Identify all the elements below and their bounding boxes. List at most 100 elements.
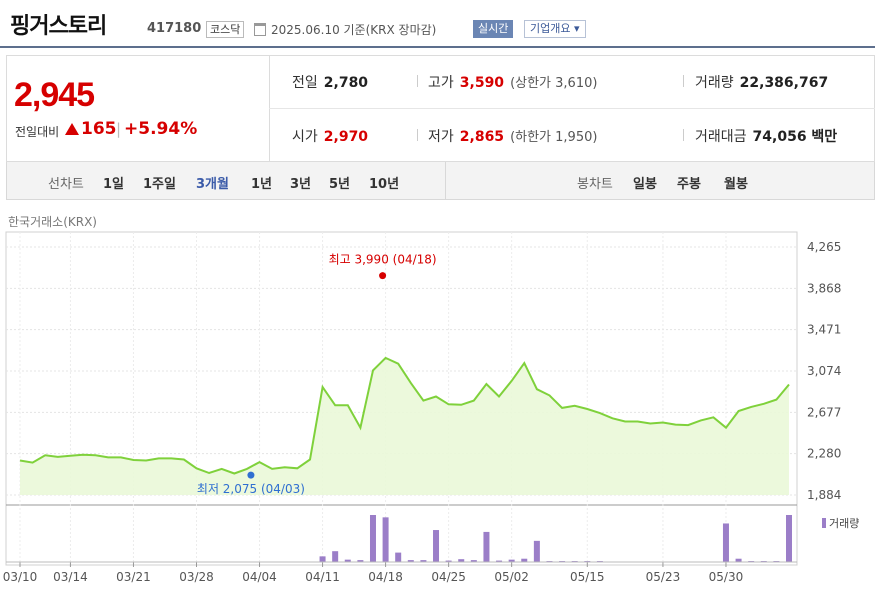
x-tick-label: 05/23 [646, 570, 681, 584]
high-value: 3,590 [459, 75, 505, 91]
volume-bar [722, 523, 729, 562]
period-tab-bar: 선차트 1일 1주일 3개월 1년 3년 5년 10년 봉차트 일봉 주봉 월봉 [6, 162, 875, 200]
volume-legend-label: 거래량 [829, 517, 859, 530]
current-price: 2,945 [14, 76, 95, 114]
volume-bar [382, 517, 389, 562]
volume-bar [735, 558, 742, 562]
volume-bar [433, 530, 440, 562]
divider [683, 129, 684, 141]
volume-bar [508, 559, 515, 562]
stock-code: 417180 [147, 21, 202, 36]
line-chart-label: 선차트 [48, 177, 84, 192]
open-price: 시가 2,970 [292, 126, 368, 146]
volume-bar [407, 560, 414, 562]
low-annotation: 최저 2,075 (04/03) [197, 482, 305, 496]
high-label: 고가 [428, 75, 454, 91]
volume-bar [369, 515, 376, 562]
divider [445, 162, 446, 199]
volume-bar [786, 515, 792, 562]
day-low: 저가 2,865 (하한가 1,950) [428, 126, 597, 146]
x-tick-label: 04/18 [368, 570, 403, 584]
high-marker [379, 272, 387, 280]
volume-bar [357, 560, 364, 562]
x-tick-label: 05/15 [570, 570, 605, 584]
volume-bar [420, 560, 427, 562]
low-value: 2,865 [459, 129, 505, 145]
open-value: 2,970 [323, 129, 369, 145]
x-tick-label: 05/30 [709, 570, 744, 584]
x-tick-label: 04/11 [305, 570, 340, 584]
divider [417, 75, 418, 87]
volume-bar [458, 559, 465, 562]
volume-stat: 거래량 22,386,767 [695, 72, 828, 92]
amount-label: 거래대금 [695, 129, 747, 145]
x-tick-label: 03/10 [3, 570, 38, 584]
y-tick-label: 3,868 [807, 281, 841, 295]
volume-bar [395, 552, 402, 562]
y-tick-label: 2,677 [807, 405, 841, 419]
price-area [20, 357, 789, 495]
amount-value: 74,056 백만 [752, 129, 838, 145]
tab-1week[interactable]: 1주일 [143, 177, 176, 192]
volume-legend-swatch [822, 518, 826, 528]
y-tick-label: 2,280 [807, 447, 841, 461]
realtime-button[interactable]: 실시간 [473, 20, 514, 38]
volume-bar [483, 531, 490, 562]
calendar-icon [254, 23, 266, 36]
volume-label: 거래량 [695, 75, 734, 91]
volume-bar [533, 540, 540, 562]
x-tick-label: 04/25 [431, 570, 466, 584]
change-label: 전일대비 [15, 125, 60, 139]
tab-3year[interactable]: 3년 [290, 177, 312, 192]
prev-close: 전일 2,780 [292, 72, 368, 92]
volume-bar [470, 560, 477, 562]
tab-monthly-candle[interactable]: 월봉 [724, 177, 748, 192]
tab-10year[interactable]: 10년 [369, 177, 400, 192]
tab-3month[interactable]: 3개월 [196, 177, 229, 192]
divider [683, 75, 684, 87]
upper-limit: (상한가 3,610) [510, 76, 598, 91]
volume-bar [319, 556, 326, 562]
tab-5year[interactable]: 5년 [329, 177, 351, 192]
price-line [19, 356, 790, 475]
y-tick-label: 1,884 [807, 488, 841, 502]
change-percent: +5.94% [124, 119, 198, 139]
divider [417, 129, 418, 141]
x-tick-label: 05/02 [494, 570, 529, 584]
x-tick-label: 03/14 [53, 570, 88, 584]
low-label: 저가 [428, 129, 454, 145]
tab-1day[interactable]: 1일 [103, 177, 125, 192]
change-value: 165 [81, 119, 117, 139]
volume-bar [332, 551, 339, 562]
volume-value: 22,386,767 [739, 75, 829, 91]
volume-bar [445, 560, 452, 562]
lower-limit: (하한가 1,950) [510, 130, 598, 145]
price-summary: 2,945 전일대비 165 | +5.94% 전일 2,780 고가 3,590 (… [6, 55, 875, 162]
x-tick-label: 03/21 [116, 570, 151, 584]
market-badge: 코스닥 [206, 21, 245, 38]
prev-close-label: 전일 [292, 75, 318, 91]
x-tick-label: 04/04 [242, 570, 277, 584]
day-high: 고가 3,590 (상한가 3,610) [428, 72, 597, 92]
volume-bar [496, 560, 503, 562]
chart-frame [5, 231, 798, 566]
y-tick-label: 4,265 [807, 240, 841, 254]
stock-name: 핑거스토리 [10, 14, 107, 39]
x-tick-label: 03/28 [179, 570, 214, 584]
exchange-label: 한국거래소(KRX) [8, 215, 97, 229]
low-marker [247, 471, 255, 479]
open-label: 시가 [292, 129, 318, 145]
tab-weekly-candle[interactable]: 주봉 [677, 177, 701, 192]
volume-bar [344, 559, 351, 562]
y-tick-label: 3,074 [807, 364, 841, 378]
y-tick-label: 3,471 [807, 323, 841, 337]
high-annotation: 최고 3,990 (04/18) [329, 253, 437, 267]
stock-header: 핑거스토리 417180 코스닥 2025.06.10 기준(KRX 장마감) … [0, 0, 875, 48]
divider: | [116, 120, 122, 138]
date-basis: 2025.06.10 기준(KRX 장마감) [271, 23, 437, 37]
tab-daily-candle[interactable]: 일봉 [633, 177, 657, 192]
tab-1year[interactable]: 1년 [251, 177, 273, 192]
prev-close-value: 2,780 [323, 75, 369, 91]
company-overview-dropdown[interactable]: 기업개요 ▾ [524, 20, 586, 38]
